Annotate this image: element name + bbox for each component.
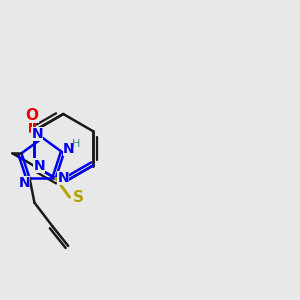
Text: N: N — [63, 142, 75, 156]
Text: H: H — [72, 139, 80, 149]
Text: N: N — [19, 176, 30, 190]
Text: N: N — [34, 158, 45, 172]
Text: N: N — [58, 171, 69, 185]
Text: N: N — [32, 127, 43, 141]
Text: O: O — [26, 108, 38, 123]
Text: S: S — [73, 190, 84, 205]
